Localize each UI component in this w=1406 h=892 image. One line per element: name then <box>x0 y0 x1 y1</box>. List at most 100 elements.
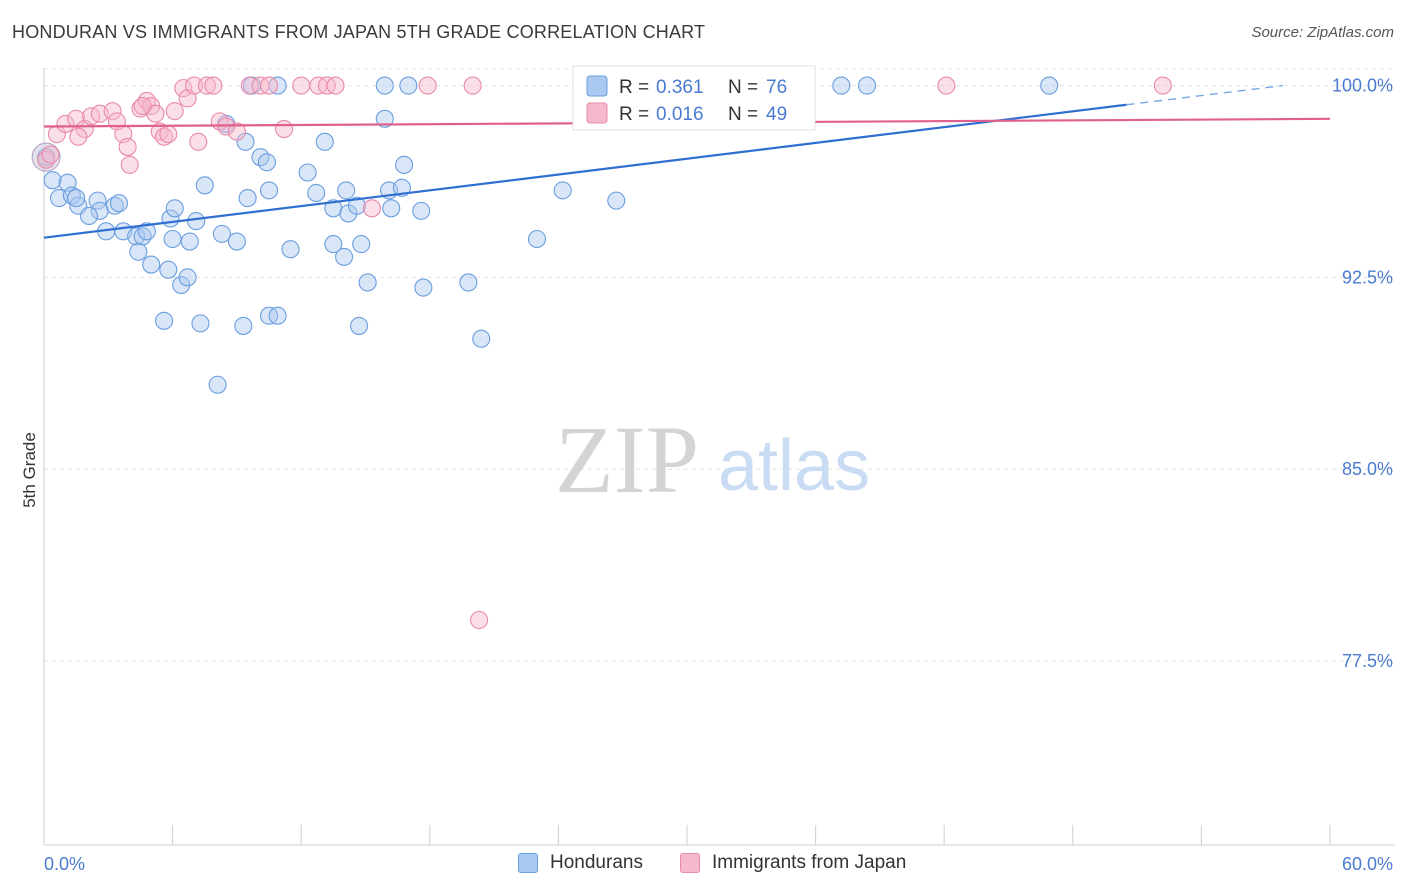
legend-swatch-blue <box>586 75 608 97</box>
japan-point <box>184 76 204 95</box>
x-tick-label: 0.0% <box>44 854 85 874</box>
axes <box>43 68 1395 846</box>
y-tick-label: 77.5% <box>1342 651 1393 671</box>
honduran-point <box>347 196 366 215</box>
japan-point <box>326 76 345 95</box>
honduran-point <box>414 278 433 297</box>
bottom-legend: Hondurans Immigrants from Japan <box>0 852 1406 878</box>
honduran-point <box>358 273 377 292</box>
honduran-point <box>154 311 174 330</box>
honduran-point <box>1040 76 1059 95</box>
japan-point <box>362 199 381 218</box>
legend-label-hondurans: Hondurans <box>550 852 643 873</box>
japan-point <box>275 119 294 139</box>
legend-item-japan[interactable]: Immigrants from Japan <box>680 852 906 874</box>
honduran-point <box>208 375 227 394</box>
japan-point <box>240 76 259 95</box>
honduran-point <box>412 201 431 220</box>
honduran-point <box>459 273 478 292</box>
honduran-point <box>527 229 547 249</box>
honduran-point <box>335 247 354 266</box>
japan-point <box>189 132 208 151</box>
japan-point <box>174 79 193 98</box>
honduran-point <box>315 132 334 151</box>
legend-label-japan: Immigrants from Japan <box>712 852 907 873</box>
honduran-point <box>350 316 369 335</box>
x-tick-labels: 0.0% 60.0% <box>44 854 1393 874</box>
legend-swatch-japan <box>680 853 700 873</box>
legend-r-value-1: 0.361 <box>656 77 704 98</box>
top-legend: R = 0.361 N = 76 R = 0.016 N = 49 <box>572 65 816 131</box>
japan-point <box>41 145 60 164</box>
honduran-point <box>165 199 184 218</box>
watermark-atlas: atlas <box>718 426 870 506</box>
honduran-point <box>129 242 148 261</box>
honduran-point <box>159 260 178 279</box>
honduran-point <box>172 275 191 295</box>
japan-point <box>1153 76 1172 95</box>
japan-point <box>418 76 437 95</box>
honduran-point <box>607 191 626 210</box>
y-tick-label: 85.0% <box>1342 459 1393 479</box>
honduran-point <box>227 232 246 251</box>
watermark: ZIP atlas <box>555 406 870 513</box>
japan-point <box>165 102 184 121</box>
trend-line-hondurans <box>43 103 1127 239</box>
japan-point <box>463 76 482 95</box>
honduran-point <box>234 316 253 335</box>
honduran-point <box>142 255 161 274</box>
y-tick-label: 92.5% <box>1342 267 1393 287</box>
honduran-point <box>127 227 146 246</box>
honduran-point <box>180 232 199 251</box>
honduran-point <box>187 212 206 231</box>
legend-item-hondurans[interactable]: Hondurans <box>518 852 643 874</box>
honduran-point <box>195 176 214 195</box>
honduran-point <box>191 314 210 333</box>
japan-point <box>120 155 139 174</box>
honduran-point <box>375 76 394 95</box>
japan-point <box>204 76 223 95</box>
legend-swatch-pink <box>586 102 608 124</box>
japan-point <box>118 137 137 156</box>
honduran-point <box>109 194 129 213</box>
legend-n-label-1: N = <box>728 77 758 98</box>
honduran-point <box>79 206 99 226</box>
source-attribution: Source: ZipAtlas.com <box>1251 24 1394 41</box>
japan-point <box>292 76 311 95</box>
honduran-point <box>67 189 86 208</box>
honduran-point <box>259 181 279 200</box>
honduran-point <box>43 171 62 190</box>
honduran-point <box>553 181 572 200</box>
honduran-point <box>178 268 197 287</box>
japan-point <box>197 76 216 95</box>
y-axis-label: 5th Grade <box>20 432 39 508</box>
honduran-point <box>832 76 851 95</box>
japan-point <box>259 76 279 95</box>
legend-box <box>572 65 816 131</box>
y-tick-labels: 100.0% 92.5% 85.0% 77.5% <box>1332 76 1393 671</box>
honduran-point <box>281 240 300 259</box>
honduran-point <box>298 163 317 182</box>
honduran-point <box>238 189 257 208</box>
honduran-point <box>375 109 394 128</box>
x-tick-label: 60.0% <box>1342 854 1393 874</box>
japan-point <box>103 102 122 121</box>
honduran-point <box>163 229 182 249</box>
legend-swatch-hondurans <box>518 853 538 873</box>
honduran-point <box>352 235 371 254</box>
honduran-point <box>257 153 276 172</box>
honduran-point <box>212 224 231 243</box>
japan-point <box>227 122 246 141</box>
honduran-point <box>395 155 414 174</box>
trend-line-hondurans-extrapolated <box>1126 84 1283 106</box>
chart-title: HONDURAN VS IMMIGRANTS FROM JAPAN 5TH GR… <box>12 22 706 42</box>
japan-point <box>69 127 88 146</box>
japan-point <box>470 610 489 630</box>
honduran-point <box>324 235 343 254</box>
honduran-point <box>382 199 401 218</box>
legend-r-label-2: R = <box>619 104 649 125</box>
legend-n-label-2: N = <box>728 104 758 125</box>
legend-n-value-2: 49 <box>766 104 787 125</box>
legend-r-label-1: R = <box>619 77 649 98</box>
